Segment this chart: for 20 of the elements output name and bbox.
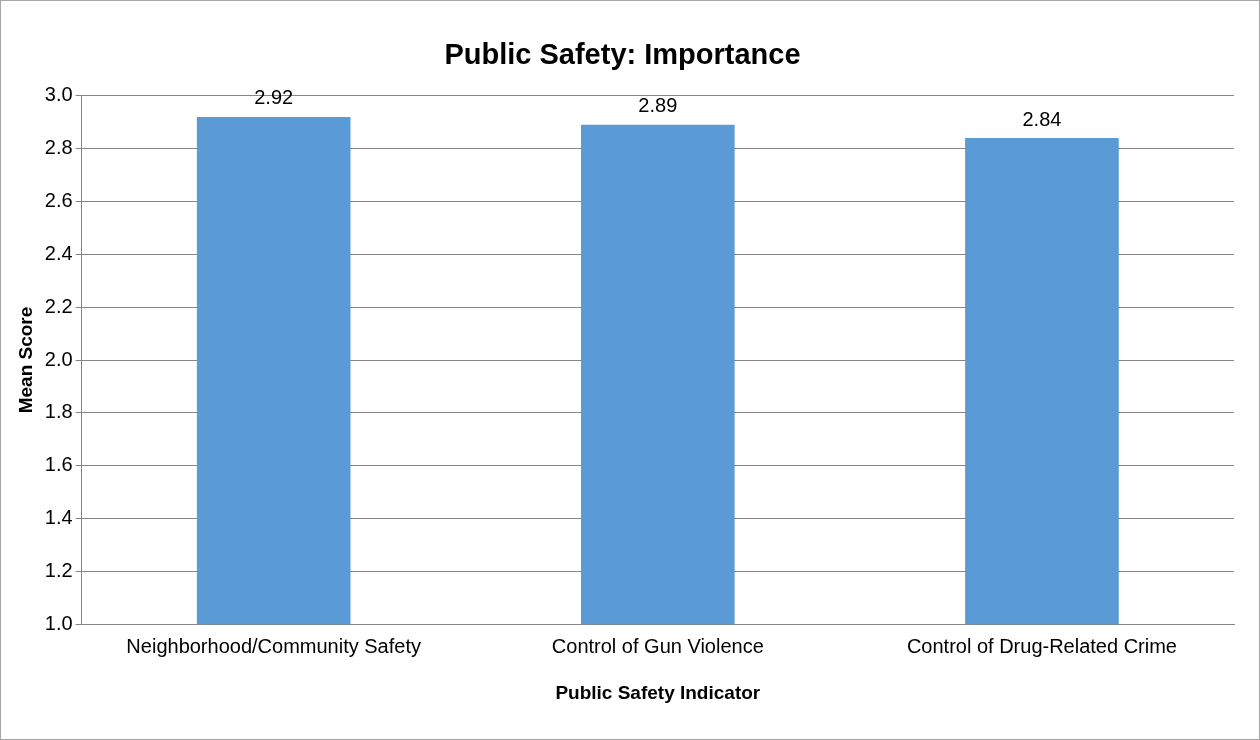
y-tick-label: 1.4 — [44, 506, 73, 529]
y-tick-label: 1.0 — [44, 611, 73, 634]
y-tick-label: 1.6 — [44, 453, 73, 476]
y-tick-label: 2.8 — [44, 136, 73, 159]
data-label: 2.84 — [1022, 107, 1062, 130]
x-tick-label: Neighborhood/Community Safety — [126, 634, 421, 657]
y-tick-label: 1.2 — [44, 558, 73, 581]
chart-title: Public Safety: Importance — [444, 38, 801, 71]
x-axis-title: Public Safety Indicator — [555, 681, 761, 703]
y-tick-label: 2.0 — [44, 347, 73, 370]
data-label: 2.92 — [254, 86, 294, 109]
y-tick-label: 3.0 — [44, 83, 73, 106]
y-tick-label: 2.6 — [44, 189, 73, 211]
y-tick-label: 2.4 — [44, 241, 73, 264]
x-tick-label: Control of Drug-Related Crime — [906, 634, 1177, 657]
y-tick-label: 2.2 — [44, 294, 73, 317]
y-tick-label: 1.8 — [44, 400, 73, 423]
x-tick-label: Control of Gun Violence — [551, 634, 764, 657]
y-axis-title: Mean Score — [14, 306, 36, 414]
data-label: 2.89 — [638, 94, 678, 117]
